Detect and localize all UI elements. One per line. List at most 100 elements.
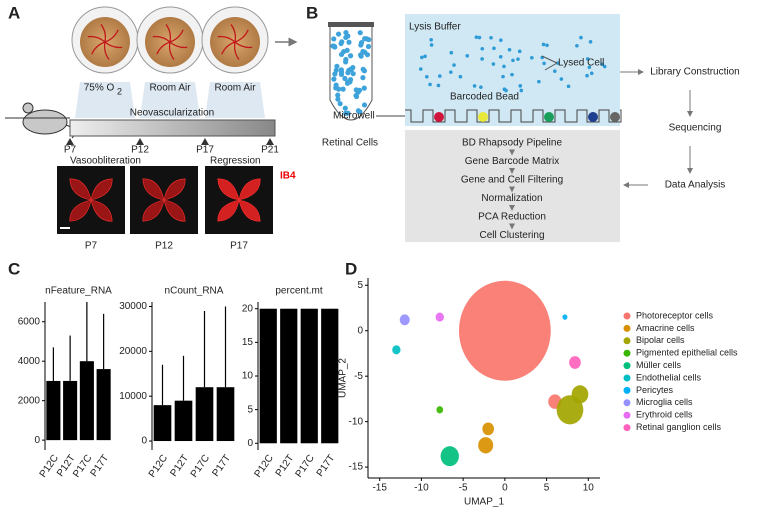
beam: [140, 82, 200, 118]
x-tick-label: 0: [502, 483, 508, 494]
legend-swatch: [623, 349, 631, 357]
phase: Regression: [210, 156, 261, 167]
legend-swatch: [623, 324, 631, 332]
y-tick-label: 5: [357, 280, 363, 291]
mrna: [587, 65, 592, 70]
cell: [338, 40, 344, 47]
mrna: [559, 77, 564, 81]
strip-bulk: [300, 308, 318, 444]
mrna: [436, 83, 441, 88]
pipeline-step: Gene Barcode Matrix: [465, 156, 560, 167]
y-tick-label: 4000: [18, 356, 41, 367]
vessels: [152, 24, 188, 60]
cell: [361, 85, 367, 91]
y-tick-label: 2000: [18, 395, 41, 406]
pipeline-step: PCA Reduction: [478, 212, 546, 223]
cell: [358, 40, 365, 46]
strip-bulk: [216, 387, 235, 442]
timeline-bar: [69, 119, 276, 137]
mrna: [479, 85, 483, 89]
x-tick-label: P17C: [294, 453, 317, 480]
condition-label: Room Air: [149, 83, 191, 94]
mrna: [553, 69, 557, 73]
mrna: [600, 62, 604, 67]
legend-label: Bipolar cells: [636, 335, 685, 345]
tick-label: P12: [131, 145, 149, 156]
tick-label: P17: [196, 145, 214, 156]
eyes: 75% O 2 Room Air Room Air: [71, 6, 269, 96]
mrna: [499, 38, 503, 42]
legend-label: Retinal ganglion cells: [636, 422, 722, 432]
pipeline: BD Rhapsody Pipeline Gene Barcode Matrix G…: [461, 138, 563, 242]
cell: [334, 63, 340, 69]
mrna: [498, 54, 503, 59]
cell: [360, 75, 366, 81]
mrna: [589, 71, 594, 76]
cell: [364, 52, 371, 58]
mrna: [519, 88, 524, 93]
mrna: [575, 44, 579, 48]
mrna: [545, 43, 549, 48]
tube-label: Retinal Cells: [322, 138, 378, 149]
y-tick-label: -5: [354, 371, 363, 382]
mrna: [542, 61, 546, 66]
x-tick-label: P12T: [168, 453, 191, 479]
cluster: [562, 314, 568, 320]
mrna: [510, 72, 514, 77]
legend-label: Müller cells: [636, 360, 682, 370]
cell: [342, 105, 348, 111]
mrna: [585, 57, 590, 61]
mrna: [423, 54, 427, 59]
condition-label: Room Air: [214, 83, 256, 94]
image-label: P12: [155, 241, 173, 252]
mrna: [517, 49, 522, 54]
tube-cap: [328, 22, 374, 27]
cell: [343, 29, 349, 36]
pipeline-step: Cell Clustering: [479, 230, 544, 241]
pointer: [544, 62, 558, 71]
vessels: [217, 24, 253, 60]
cluster: [569, 356, 581, 369]
panel-b: B Retinal Cells Lysis Buffer Lysed Cell …: [306, 3, 740, 242]
strip-bulk: [79, 361, 94, 441]
phase: Vasoobliteration: [70, 156, 141, 167]
microwell-label: Microwell: [333, 111, 375, 122]
bead: [544, 112, 554, 122]
panel-label: C: [8, 259, 20, 278]
x-tick-label: -5: [459, 483, 468, 494]
cell: [331, 36, 337, 42]
mrna: [428, 82, 432, 87]
cell: [340, 86, 346, 92]
legend-swatch: [623, 362, 631, 370]
retina: [142, 178, 186, 222]
bead: [610, 112, 620, 122]
pipeline-step: Gene and Cell Filtering: [461, 175, 563, 186]
cell: [341, 48, 347, 55]
mrna: [477, 35, 482, 40]
mrna: [425, 74, 429, 79]
tick: [66, 138, 74, 145]
x-tick-label: -10: [414, 483, 429, 494]
legend-swatch: [623, 424, 631, 432]
mrna: [474, 35, 479, 39]
mrna: [491, 62, 496, 66]
lysis-box: [405, 14, 620, 126]
mrna: [566, 84, 571, 89]
x-tick-label: P17T: [315, 453, 338, 479]
y-tick-label: 10000: [119, 391, 147, 402]
condition-sub: 2: [117, 86, 122, 96]
cell: [347, 79, 353, 85]
cell: [343, 56, 349, 63]
cluster: [440, 446, 459, 467]
mrna: [556, 61, 560, 65]
pipeline-step: Normalization: [481, 193, 542, 204]
mrna: [429, 37, 433, 42]
y-tick-label: 0: [357, 325, 363, 336]
tick-label: P7: [64, 145, 77, 156]
mrna: [492, 46, 496, 51]
x-tick-label: P12C: [253, 453, 276, 480]
mrna: [579, 35, 583, 40]
cell: [335, 31, 342, 37]
cell: [335, 92, 341, 98]
cell: [365, 43, 372, 50]
